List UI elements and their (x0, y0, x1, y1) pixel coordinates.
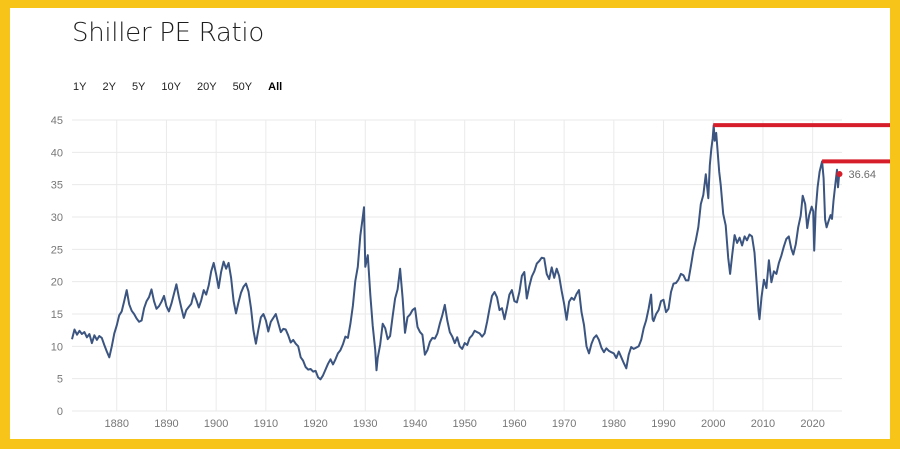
x-tick-label: 2000 (701, 418, 725, 430)
range-20y-button[interactable]: 20Y (196, 81, 217, 93)
y-tick-label: 15 (51, 309, 63, 321)
x-tick-label: 1990 (651, 418, 675, 430)
y-tick-label: 35 (51, 180, 63, 192)
series-line (71, 124, 841, 381)
x-tick-label: 1950 (452, 418, 476, 430)
x-tick-label: 1890 (154, 418, 178, 430)
x-tick-label: 1940 (403, 418, 427, 430)
range-5y-button[interactable]: 5Y (131, 81, 146, 93)
range-50y-button[interactable]: 50Y (232, 81, 253, 93)
y-tick-label: 30 (51, 212, 63, 224)
last-value-marker (836, 171, 843, 178)
y-tick-label: 40 (51, 147, 63, 159)
y-tick-label: 25 (51, 244, 63, 256)
x-tick-label: 1930 (353, 418, 377, 430)
y-tick-label: 20 (51, 277, 63, 289)
page-title: Shiller PE Ratio (72, 18, 264, 48)
x-tick-label: 1970 (552, 418, 576, 430)
x-tick-label: 1980 (602, 418, 626, 430)
line-chart[interactable]: 0 5 10 15 20 25 30 35 40 45 1880 1890 1900 1910 1920 19… (10, 8, 890, 439)
range-1y-button[interactable]: 1Y (73, 81, 87, 93)
range-selector: 1Y 2Y 5Y 10Y 20Y 50Y All (73, 80, 298, 94)
chart-card: Shiller PE Ratio 1Y 2Y 5Y 10Y 20Y 50Y Al… (10, 8, 890, 439)
range-2y-button[interactable]: 2Y (102, 81, 116, 93)
x-tick-label: 1920 (303, 418, 327, 430)
x-tick-label: 1900 (204, 418, 228, 430)
y-tick-label: 5 (57, 374, 63, 386)
last-value-label: 36.64 (849, 169, 877, 181)
x-tick-label: 1910 (254, 418, 278, 430)
range-all-button[interactable]: All (268, 81, 283, 93)
y-tick-label: 10 (51, 341, 63, 353)
x-tick-label: 1960 (502, 418, 526, 430)
y-tick-label: 45 (51, 115, 63, 127)
range-10y-button[interactable]: 10Y (161, 81, 181, 93)
y-tick-label: 0 (57, 406, 63, 418)
x-tick-label: 1880 (104, 418, 128, 430)
x-tick-label: 2020 (800, 418, 824, 430)
x-tick-label: 2010 (751, 418, 775, 430)
